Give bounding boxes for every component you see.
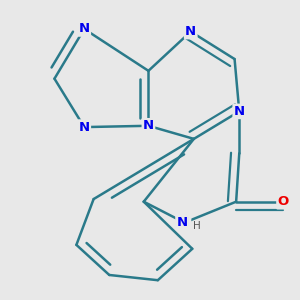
Text: N: N	[79, 22, 90, 35]
Text: O: O	[278, 195, 289, 208]
Text: H: H	[193, 220, 201, 231]
Text: N: N	[179, 216, 190, 229]
Text: N: N	[185, 25, 196, 38]
Text: N: N	[176, 216, 188, 229]
Text: N: N	[79, 121, 90, 134]
Text: N: N	[234, 105, 245, 118]
Text: N: N	[143, 119, 154, 132]
